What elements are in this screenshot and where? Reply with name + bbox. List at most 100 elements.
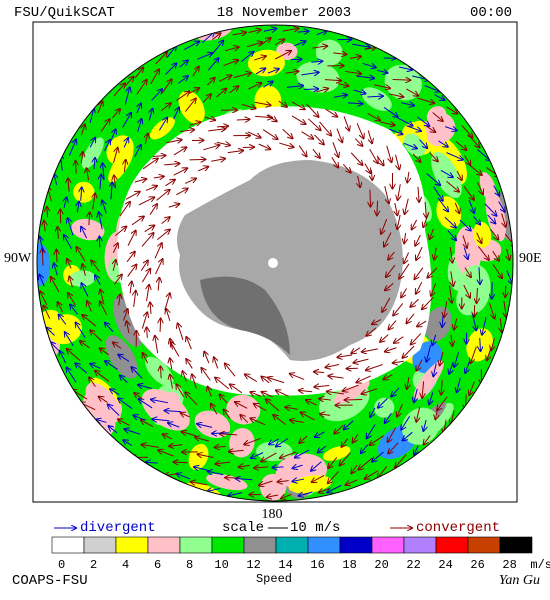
wind-arrow xyxy=(161,79,171,94)
wind-arrow xyxy=(291,101,305,109)
colorbar-tick-label: 14 xyxy=(278,558,292,572)
header-left: FSU/QuikSCAT xyxy=(14,5,115,21)
wind-arrow xyxy=(100,348,109,356)
wind-patch xyxy=(81,137,104,169)
wind-arrow xyxy=(130,282,132,294)
colorbar-swatch xyxy=(371,536,405,554)
wind-arrow xyxy=(331,157,338,167)
wind-arrow xyxy=(273,415,286,426)
wind-arrow xyxy=(81,188,82,201)
footer-right: Yan Gu xyxy=(499,573,540,588)
wind-patch xyxy=(149,117,175,140)
wind-arrow xyxy=(416,406,419,422)
wind-arrow xyxy=(356,76,374,78)
wind-arrow xyxy=(385,283,394,290)
wind-arrow xyxy=(185,392,198,406)
colorbar-swatch xyxy=(147,536,181,554)
wind-arrow xyxy=(401,416,411,429)
wind-arrow xyxy=(215,378,230,390)
wind-arrow xyxy=(381,218,388,234)
wind-patch xyxy=(413,360,444,399)
wind-arrow xyxy=(354,138,362,146)
wind-arrow xyxy=(332,141,339,157)
wind-arrow xyxy=(56,250,57,262)
wind-arrow xyxy=(441,379,442,395)
wind-arrow xyxy=(334,424,344,433)
colorbar-swatch xyxy=(467,536,501,554)
wind-arrow xyxy=(356,123,363,138)
wind-patch xyxy=(108,147,134,183)
wind-arrow xyxy=(470,346,477,363)
wind-arrow xyxy=(152,419,170,421)
wind-arrow xyxy=(113,260,116,271)
wind-arrow xyxy=(407,171,409,183)
wind-arrow xyxy=(77,202,79,213)
wind-arrow xyxy=(203,145,219,151)
wind-arrow xyxy=(149,109,152,121)
wind-arrow xyxy=(144,225,155,233)
wind-arrow xyxy=(388,251,395,260)
wind-arrow xyxy=(54,263,58,276)
wind-arrow xyxy=(40,237,43,253)
label-south: 180 xyxy=(262,507,283,522)
wind-arrow xyxy=(165,63,177,75)
wind-arrow xyxy=(125,429,141,435)
wind-patch xyxy=(229,428,255,458)
wind-arrow xyxy=(328,376,344,378)
wind-arrow xyxy=(434,247,436,260)
colorbar-tick-label: 0 xyxy=(58,558,65,572)
wind-arrow xyxy=(406,125,421,131)
wind-arrow xyxy=(336,128,342,143)
wind-arrow xyxy=(100,290,103,303)
colorbar-swatch xyxy=(435,536,469,554)
colorbar-unit: m/s xyxy=(530,558,550,572)
wind-arrow xyxy=(149,204,157,215)
wind-arrow xyxy=(245,374,258,383)
wind-arrow xyxy=(362,349,378,352)
wind-arrow xyxy=(367,130,372,144)
wind-arrow xyxy=(440,351,443,366)
wind-arrow xyxy=(457,377,461,392)
wind-arrow xyxy=(285,407,298,409)
wind-arrow xyxy=(429,392,433,404)
wind-arrow xyxy=(369,435,384,445)
wind-arrow xyxy=(281,494,292,498)
wind-arrow xyxy=(215,462,230,464)
wind-arrow xyxy=(102,163,104,180)
wind-arrow xyxy=(451,334,453,346)
wind-arrow xyxy=(311,61,322,62)
wind-arrow xyxy=(444,301,447,317)
wind-arrow xyxy=(370,407,376,417)
wind-arrow xyxy=(181,413,190,417)
wind-arrow xyxy=(498,201,505,211)
wind-arrow xyxy=(406,313,415,323)
wind-arrow xyxy=(201,368,211,381)
wind-arrow xyxy=(384,232,392,246)
wind-arrow xyxy=(141,269,150,283)
wind-arrow xyxy=(314,372,325,373)
wind-arrow xyxy=(232,32,246,34)
wind-arrow xyxy=(67,368,77,383)
wind-arrow xyxy=(282,28,299,31)
wind-arrow xyxy=(54,174,57,185)
wind-arrow xyxy=(93,193,95,210)
wind-arrow xyxy=(263,29,276,32)
wind-arrow xyxy=(68,178,69,192)
wind-arrow xyxy=(293,479,305,481)
wind-arrow xyxy=(250,418,266,426)
wind-arrow xyxy=(432,112,443,121)
wind-arrow xyxy=(343,384,359,391)
wind-arrow xyxy=(105,361,118,370)
wind-arrow xyxy=(353,358,369,363)
wind-arrow xyxy=(142,158,158,170)
wind-arrow xyxy=(418,186,419,202)
wind-arrow xyxy=(423,420,426,431)
wind-arrow xyxy=(43,306,51,319)
wind-arrow xyxy=(377,200,378,216)
wind-arrow xyxy=(80,341,90,349)
wind-arrow xyxy=(180,130,194,132)
wind-arrow xyxy=(109,426,118,434)
wind-arrow xyxy=(120,376,128,383)
wind-arrow xyxy=(371,169,372,180)
colorbar-tick-label: 4 xyxy=(122,558,129,572)
